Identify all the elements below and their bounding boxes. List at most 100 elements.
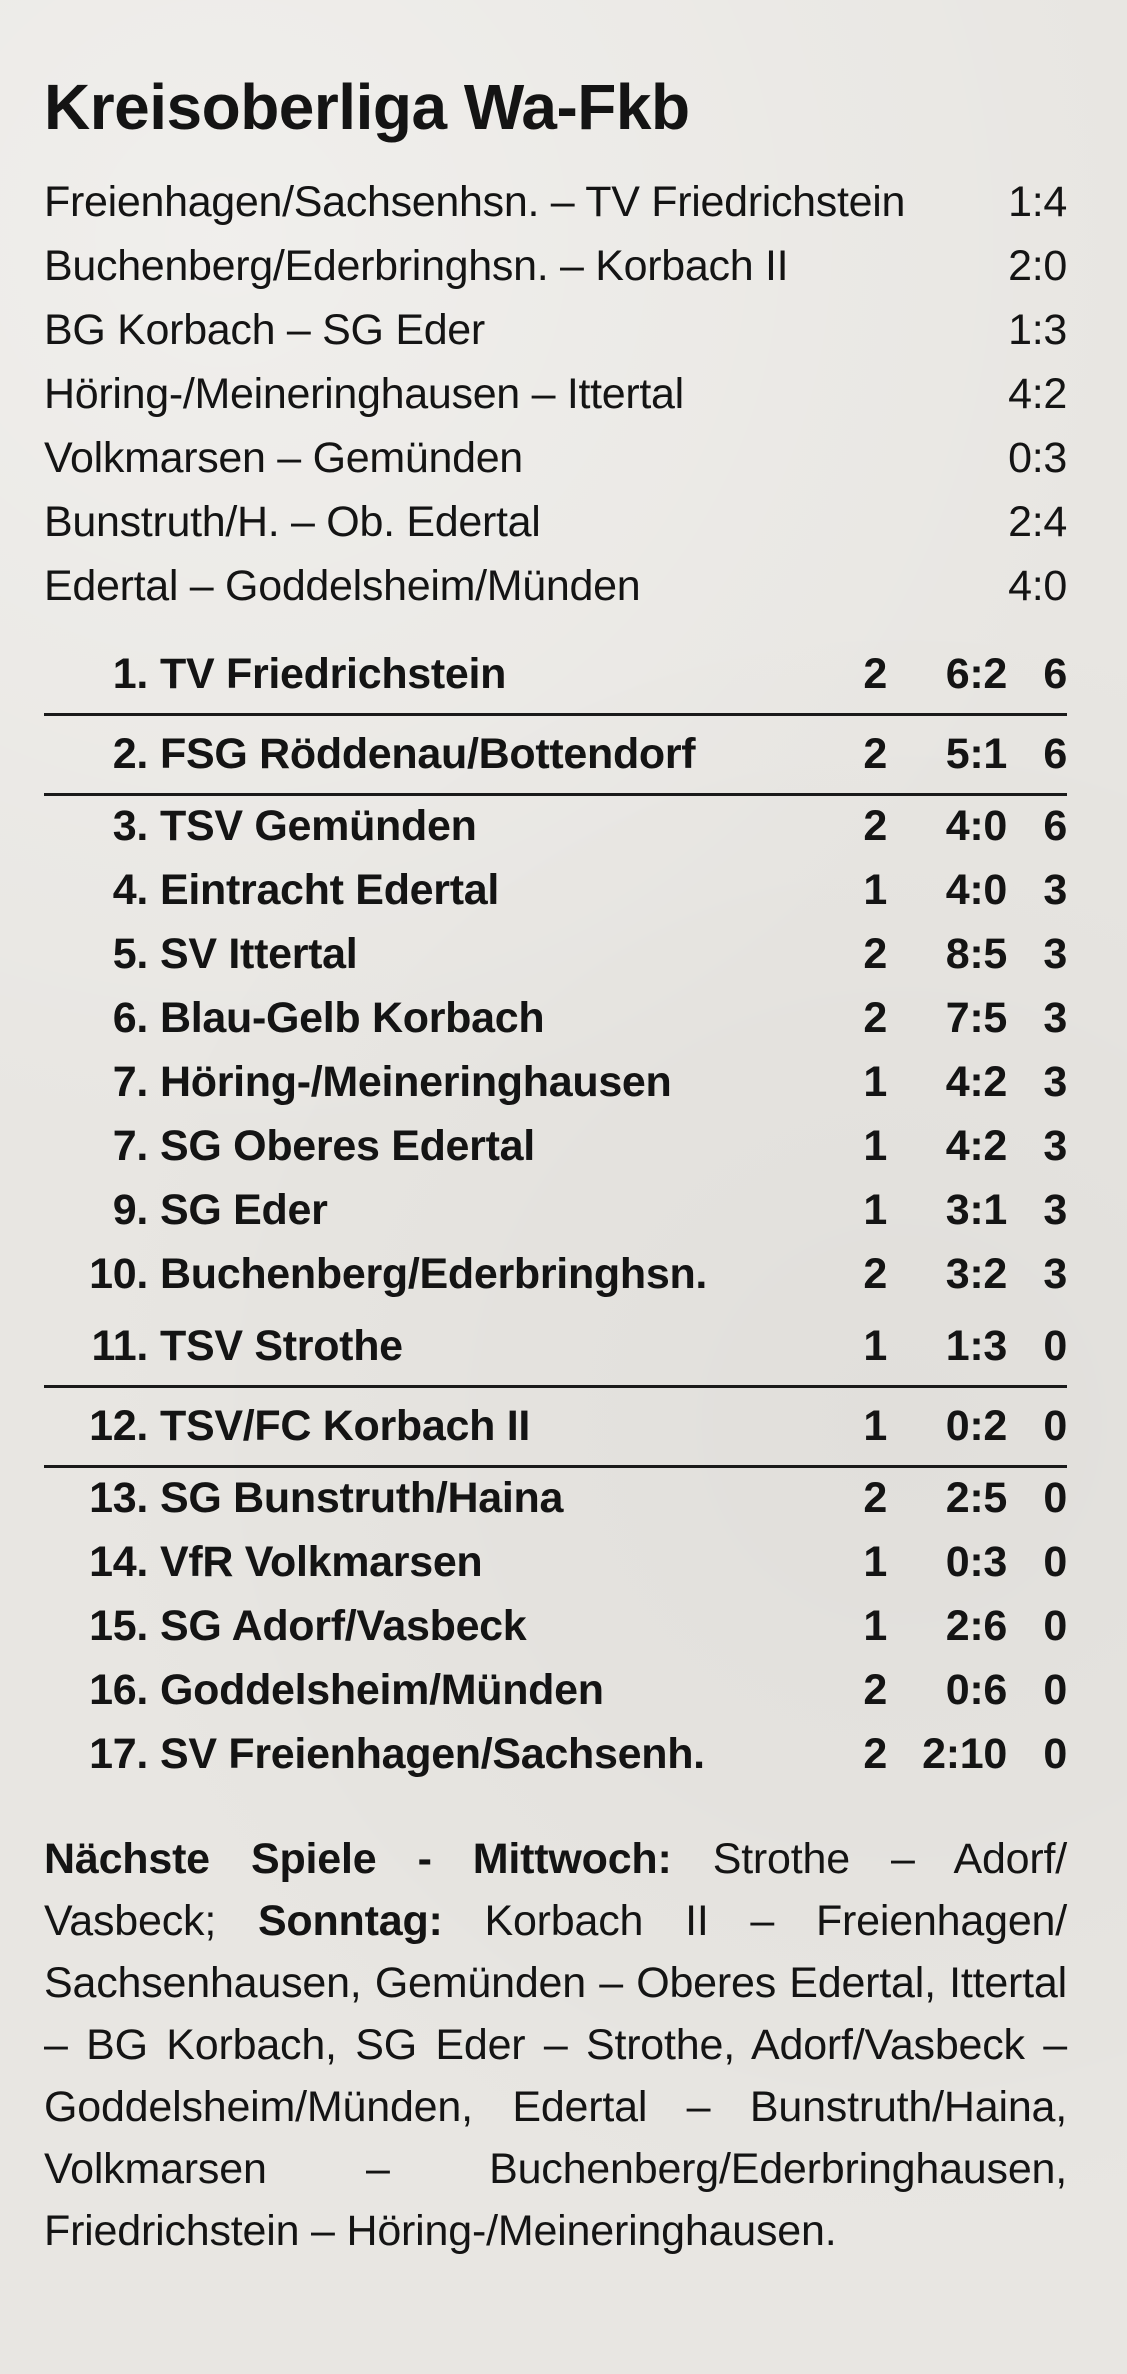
result-row: Edertal – Goddelsheim/Münden 4:0: [44, 554, 1067, 618]
standings-rank: 3.: [112, 802, 149, 851]
standings-goals: 4:2: [945, 1122, 1008, 1171]
standings-row: 9. SG Eder 1 3:1 3: [44, 1180, 1068, 1244]
standings-row: 15. SG Adorf/Vasbeck 1 2:6 0: [44, 1596, 1067, 1660]
standings-rank: 11.: [91, 1322, 148, 1371]
standings-rank: 10.: [89, 1250, 148, 1299]
standings-goals: 2:5: [945, 1474, 1008, 1523]
standings-row: 1. TV Friedrichstein 2 6:2 6: [44, 636, 1067, 717]
standings-goals: 7:5: [945, 994, 1008, 1043]
standings-row: 14. VfR Volkmarsen 1 0:3 0: [44, 1532, 1067, 1596]
standings-games: 2: [863, 930, 887, 979]
standings-points: 0: [1043, 1322, 1067, 1371]
standings-games: 1: [863, 1122, 887, 1171]
standings-rank: 1.: [112, 650, 149, 699]
next-matches-paragraph: Nächste Spiele - Mittwoch: Strothe – Ado…: [44, 1828, 1067, 2262]
result-match: Buchenberg/Ederbringhsn. – Korbach II: [44, 242, 789, 291]
result-row: Volkmarsen – Gemünden 0:3: [44, 426, 1067, 490]
standings-row: 5. SV Ittertal 2 8:5 3: [44, 924, 1068, 988]
standings-rank: 14.: [89, 1538, 148, 1587]
standings-games: 1: [863, 1402, 887, 1451]
standings-row: 3. TSV Gemünden 2 4:0 6: [44, 796, 1068, 860]
result-match: Edertal – Goddelsheim/Münden: [44, 562, 641, 611]
standings-row: 12. TSV/FC Korbach II 1 0:2 0: [44, 1388, 1067, 1469]
standings-team: SG Bunstruth/Haina: [160, 1474, 564, 1523]
result-score: 4:2: [1008, 370, 1067, 419]
standings-rank: 2.: [112, 730, 149, 779]
result-match: Bunstruth/H. – Ob. Edertal: [44, 498, 541, 547]
standings-games: 1: [863, 1602, 887, 1651]
standings-goals: 4:0: [945, 866, 1008, 915]
standings-points: 0: [1043, 1538, 1067, 1587]
standings-goals: 3:1: [945, 1186, 1008, 1235]
result-score: 2:4: [1008, 498, 1067, 547]
standings-games: 2: [863, 1474, 887, 1523]
standings-row: 4. Eintracht Edertal 1 4:0 3: [44, 860, 1068, 924]
result-row: Höring-/Meineringhausen – Ittertal 4:2: [44, 362, 1067, 426]
standings-row: 17. SV Freienhagen/Sachsenh. 2 2:10 0: [44, 1724, 1067, 1788]
standings-team: Eintracht Edertal: [160, 866, 499, 915]
results-list: Freienhagen/Sachsenhsn. – TV Friedrichst…: [44, 170, 1067, 618]
standings-games: 2: [863, 1666, 887, 1715]
standings-row: 2. FSG Röddenau/Bottendorf 2 5:1 6: [44, 716, 1067, 797]
standings-points: 3: [1043, 994, 1067, 1043]
next-matches-sunday: Korbach II – Freienhagen/ Sachsenhausen,…: [44, 1897, 1067, 2256]
result-score: 0:3: [1008, 434, 1067, 483]
standings-games: 1: [863, 866, 887, 915]
result-score: 4:0: [1008, 562, 1067, 611]
result-score: 1:4: [1008, 178, 1067, 227]
standings-points: 0: [1043, 1402, 1067, 1451]
standings-games: 1: [863, 1186, 887, 1235]
standings-team: FSG Röddenau/Bottendorf: [160, 730, 696, 779]
standings-points: 3: [1043, 1250, 1067, 1299]
standings-goals: 2:6: [945, 1602, 1008, 1651]
standings-team: TV Friedrichstein: [160, 650, 507, 699]
standings-goals: 0:2: [945, 1402, 1008, 1451]
standings-goals: 2:10: [922, 1730, 1007, 1779]
standings-row: 13. SG Bunstruth/Haina 2 2:5 0: [44, 1468, 1067, 1532]
standings-points: 6: [1043, 650, 1067, 699]
standings-team: Höring-/Meineringhausen: [160, 1058, 672, 1107]
result-score: 1:3: [1008, 306, 1067, 355]
standings-team: TSV/FC Korbach II: [160, 1402, 530, 1451]
standings-team: TSV Gemünden: [160, 802, 477, 851]
standings-team: VfR Volkmarsen: [160, 1538, 483, 1587]
standings-team: SG Adorf/Vasbeck: [160, 1602, 527, 1651]
standings-goals: 5:1: [945, 730, 1008, 779]
result-row: Bunstruth/H. – Ob. Edertal 2:4: [44, 490, 1067, 554]
standings-team: Goddelsheim/Münden: [160, 1666, 604, 1715]
standings-goals: 0:6: [945, 1666, 1008, 1715]
standings-team: SG Oberes Edertal: [160, 1122, 535, 1171]
standings-rank: 4.: [112, 866, 149, 915]
league-title: Kreisoberliga Wa-Fkb: [44, 71, 690, 143]
standings-team: Buchenberg/Ederbringhsn.: [160, 1250, 708, 1299]
standings-games: 2: [863, 994, 887, 1043]
standings-rank: 9.: [112, 1186, 149, 1235]
result-row: Freienhagen/Sachsenhsn. – TV Friedrichst…: [44, 170, 1067, 234]
standings-games: 1: [863, 1322, 887, 1371]
standings-team: Blau-Gelb Korbach: [160, 994, 545, 1043]
standings-row: 11. TSV Strothe 1 1:3 0: [44, 1308, 1067, 1389]
standings-points: 6: [1043, 730, 1067, 779]
standings-row: 7. SG Oberes Edertal 1 4:2 3: [44, 1116, 1068, 1180]
standings-points: 3: [1043, 1058, 1067, 1107]
standings-rank: 16.: [89, 1666, 148, 1715]
next-matches-label: Nächste Spiele - Mittwoch:: [44, 1835, 672, 1884]
standings-games: 1: [863, 1538, 887, 1587]
result-match: Volkmarsen – Gemünden: [44, 434, 523, 483]
next-matches-sunday-label: Sonntag:: [257, 1897, 443, 1946]
standings-rank: 5.: [112, 930, 149, 979]
standings-goals: 4:0: [945, 802, 1008, 851]
standings-goals: 0:3: [945, 1538, 1008, 1587]
standings-rank: 7.: [112, 1058, 149, 1107]
standings-points: 0: [1043, 1602, 1067, 1651]
standings-points: 3: [1043, 1122, 1067, 1171]
standings-points: 3: [1043, 930, 1067, 979]
standings-games: 2: [863, 730, 887, 779]
result-row: BG Korbach – SG Eder 1:3: [44, 298, 1067, 362]
standings-team: SV Freienhagen/Sachsenh.: [160, 1730, 705, 1779]
standings-rank: 12.: [89, 1402, 148, 1451]
standings-points: 0: [1043, 1730, 1067, 1779]
standings-games: 2: [863, 802, 887, 851]
standings-goals: 3:2: [945, 1250, 1008, 1299]
